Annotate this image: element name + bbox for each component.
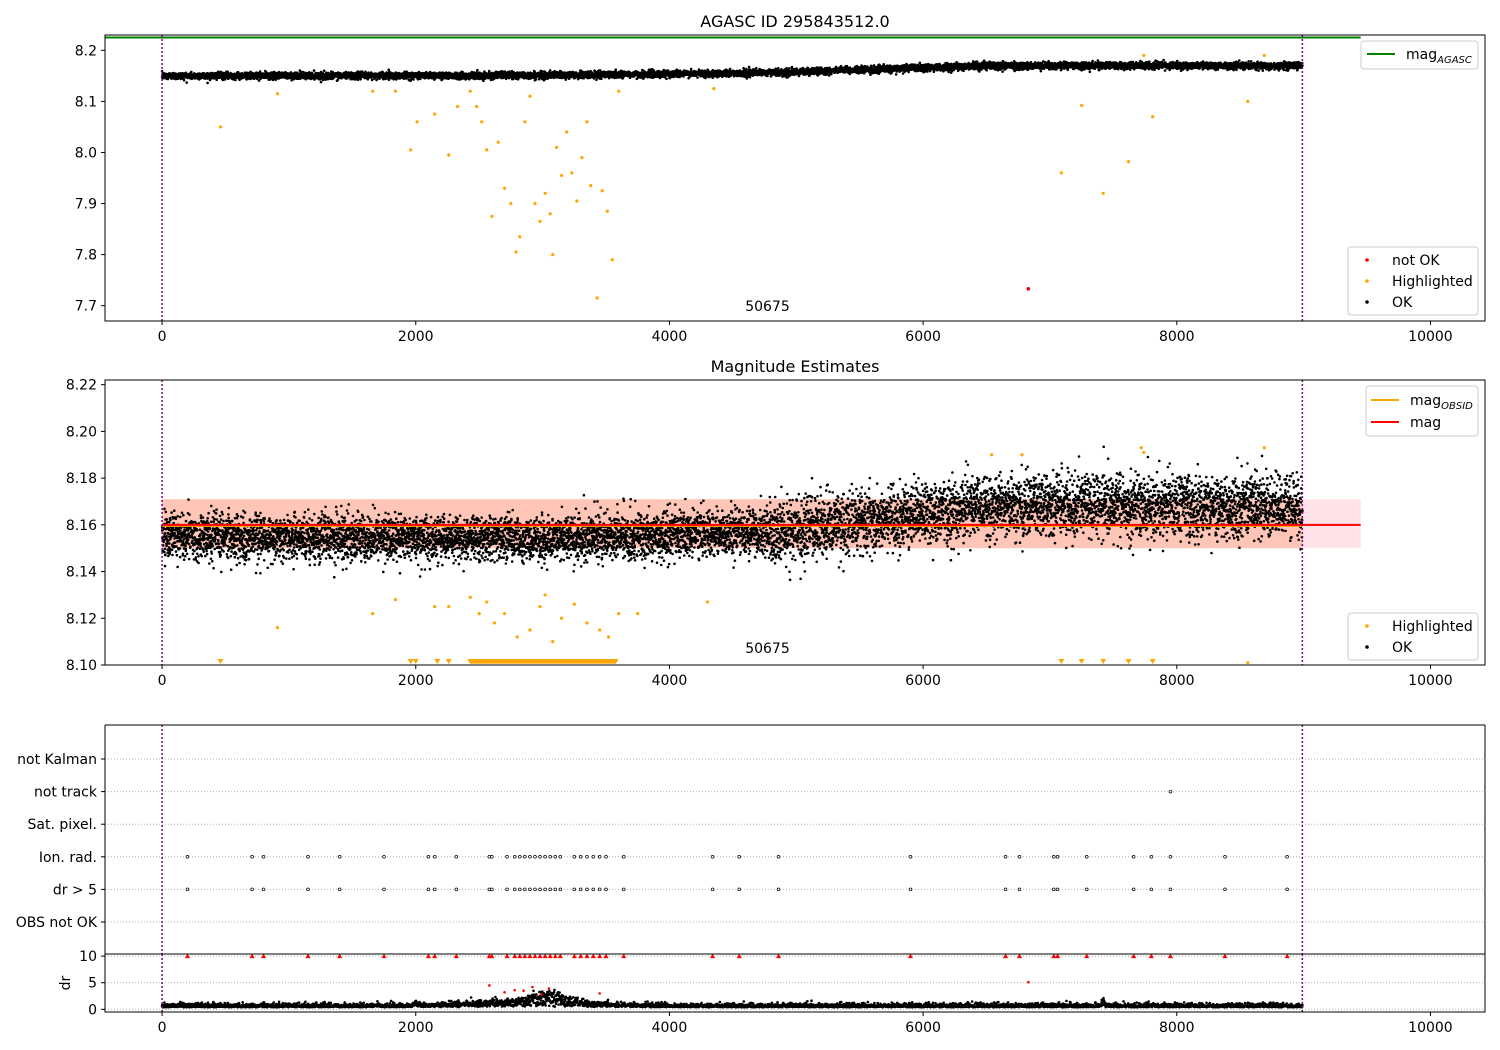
agasc-ok-point	[595, 78, 598, 82]
agasc-ok-point	[370, 78, 374, 82]
agasc-ok-point	[777, 67, 780, 70]
agasc-ok-point	[184, 71, 188, 75]
agasc-ok-point	[696, 76, 699, 79]
agasc-ok-point	[412, 78, 415, 81]
agasc-ok-point	[344, 70, 348, 74]
agasc-ok-point	[359, 78, 362, 81]
agasc-ok-point	[665, 77, 668, 81]
agasc-ok-point	[190, 70, 193, 74]
agasc-ok-point	[182, 78, 186, 82]
agasc-ok-point	[748, 76, 752, 79]
agasc-ok-point	[711, 76, 714, 80]
agasc-panel-title: AGASC ID 295843512.0	[700, 12, 889, 31]
agasc-ok-point	[548, 69, 552, 72]
agasc-ok-point	[534, 78, 538, 81]
agasc-ok-point	[747, 65, 751, 69]
agasc-ok-point	[322, 69, 326, 72]
agasc-ok-point	[312, 69, 316, 72]
agasc-ok-point	[689, 67, 693, 71]
agasc-panel: AGASC ID 295843512.0 0 2000 4000 6000 8000 10…	[75, 12, 1486, 345]
agasc-ok-point	[600, 77, 603, 81]
agasc-ok-point	[614, 68, 618, 71]
agasc-ok-point	[755, 66, 758, 70]
agasc-ok-point	[788, 67, 791, 70]
agasc-ok-point	[745, 67, 748, 71]
agasc-ok-point	[319, 80, 323, 84]
agasc-ok-point	[206, 81, 209, 85]
agasc-ok-point	[166, 77, 170, 81]
agasc-ok-point	[234, 78, 237, 82]
agasc-ok-point	[476, 68, 479, 72]
agasc-ok-point	[321, 78, 325, 82]
agasc-ok-point	[185, 81, 188, 84]
agasc-ok-point	[503, 70, 507, 73]
